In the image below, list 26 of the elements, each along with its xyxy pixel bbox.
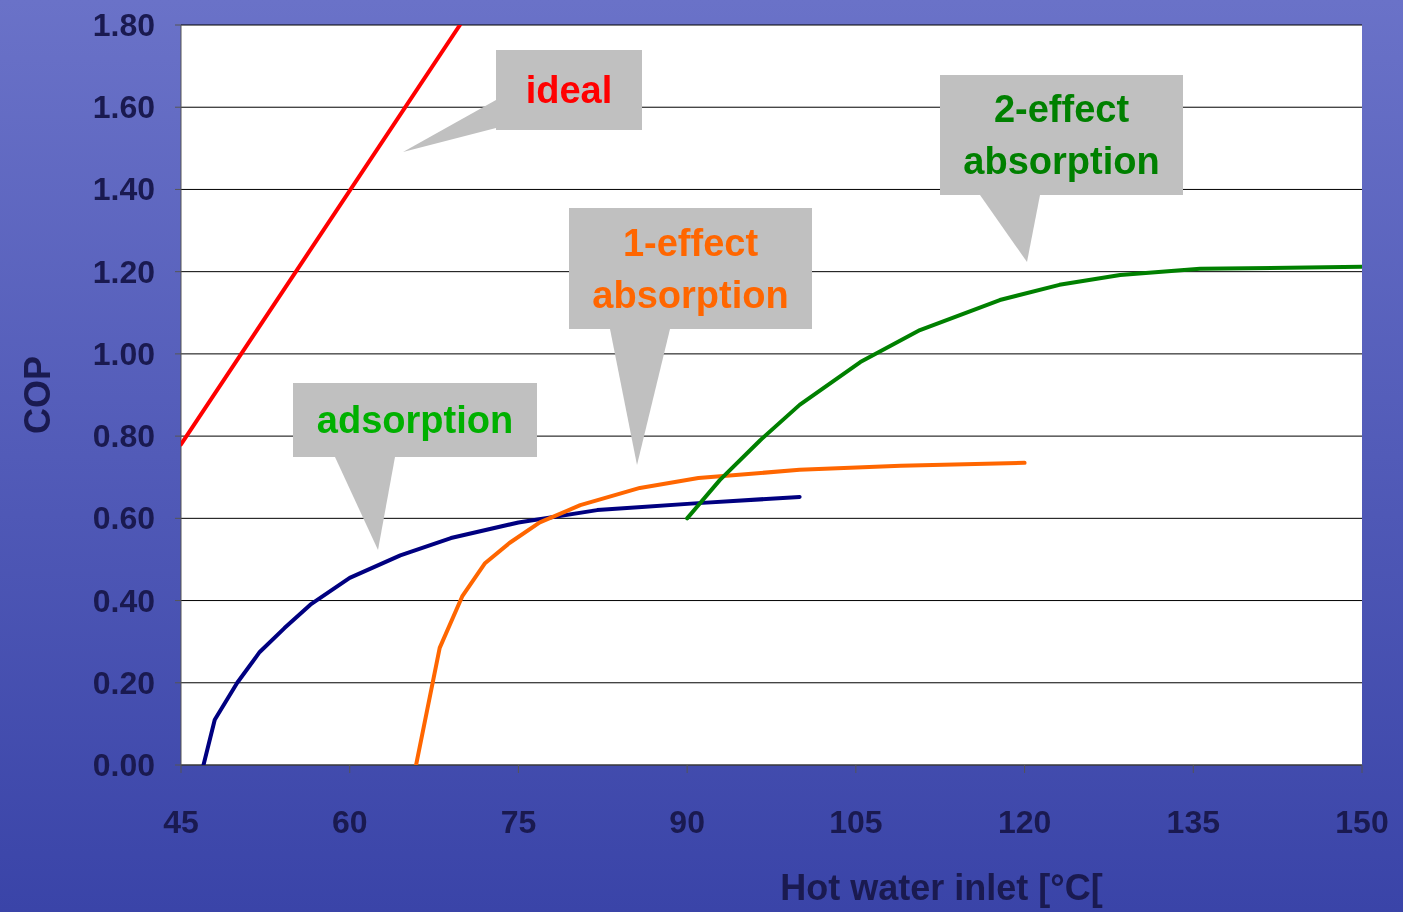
y-tick-label: 0.00 [92,747,155,783]
y-tick-label: 0.40 [92,582,155,619]
y-axis-title: COP [17,355,58,435]
x-tick-label: 90 [669,804,705,840]
y-tick-label: 1.40 [92,171,155,208]
y-tick-label: 1.00 [92,335,155,372]
text: adsorption [316,399,514,441]
y-tick-label: 1.60 [92,89,155,126]
y-tick-label: 0.60 [92,500,155,537]
y-tick-label: 1.20 [92,253,155,290]
x-tick-label: 150 [1335,804,1389,840]
x-tick-label: 60 [331,804,368,840]
text: 2-effect absorption [963,88,1160,182]
text: 1-effect absorption [592,221,789,316]
x-tick-label: 105 [829,804,883,840]
text: ideal [525,69,613,111]
x-axis-title: Hot water inlet [°C[ [780,867,1103,908]
line-series [414,460,1027,765]
y-tick-label: 0.20 [92,664,155,701]
y-tick-label: 1.80 [92,7,155,43]
y-tick-label: 0.80 [92,418,155,455]
x-tick-label: 135 [1166,804,1220,840]
x-tick-label: 75 [500,804,537,840]
line-series [201,494,802,765]
x-tick-label: 45 [163,804,199,840]
x-tick-label: 120 [997,804,1052,840]
